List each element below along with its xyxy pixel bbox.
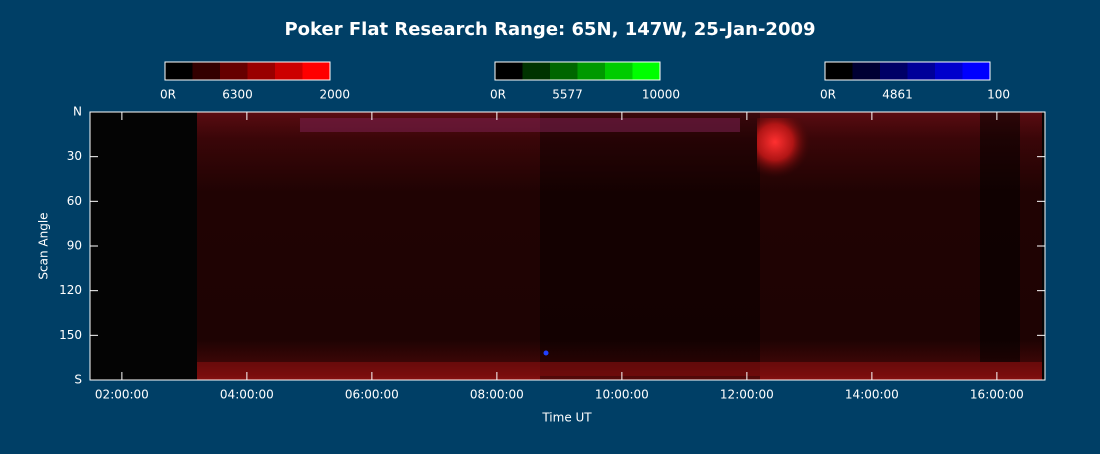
- colorbar-label: 6300: [222, 88, 253, 102]
- colorbar-label: 0R: [490, 88, 506, 102]
- colorbar-label: 5577: [552, 88, 583, 102]
- colorbar-segment: [192, 62, 221, 80]
- colorbar-frame: [494, 61, 661, 81]
- y-tick-label: S: [74, 373, 82, 387]
- x-tick-label: 14:00:00: [845, 388, 899, 402]
- colorbar-segment: [522, 62, 551, 80]
- colorbar-segment: [852, 62, 881, 80]
- chart-title: Poker Flat Research Range: 65N, 147W, 25…: [284, 19, 815, 40]
- colorbar-segment: [605, 62, 633, 80]
- y-tick-label: 120: [59, 283, 82, 297]
- x-tick-label: 12:00:00: [720, 388, 774, 402]
- colorbar-label: 4861: [882, 88, 913, 102]
- x-axis-label: Time UT: [541, 411, 592, 425]
- colorbar-segment: [962, 62, 991, 80]
- y-tick-label: 60: [67, 194, 82, 208]
- colorbar-segment: [550, 62, 578, 80]
- x-tick-label: 16:00:00: [970, 388, 1024, 402]
- keogram-image: [197, 112, 1042, 380]
- colorbar-segment: [577, 62, 606, 80]
- colorbar-segment: [825, 62, 853, 80]
- x-tick-label: 02:00:00: [95, 388, 149, 402]
- x-tick-label: 10:00:00: [595, 388, 649, 402]
- colorbar-segment: [220, 62, 248, 80]
- colorbar-label: 2000: [319, 88, 350, 102]
- colorbar-segment: [495, 62, 523, 80]
- y-tick-label: 150: [59, 328, 82, 342]
- x-tick-label: 08:00:00: [470, 388, 524, 402]
- colorbar-frame: [164, 61, 331, 81]
- y-tick-label: N: [73, 105, 82, 119]
- colorbar-segment: [275, 62, 303, 80]
- colorbar-segment: [302, 62, 331, 80]
- colorbar-segment: [247, 62, 276, 80]
- y-tick-label: 30: [67, 149, 82, 163]
- colorbar-segment: [935, 62, 963, 80]
- x-tick-label: 06:00:00: [345, 388, 399, 402]
- colorbar-segment: [880, 62, 908, 80]
- colorbar-label: 0R: [820, 88, 836, 102]
- colorbar-segment: [165, 62, 193, 80]
- y-tick-label: 90: [67, 239, 82, 253]
- colorbar-segment: [907, 62, 936, 80]
- colorbar-segment: [632, 62, 661, 80]
- y-axis-label: Scan Angle: [37, 212, 51, 279]
- colorbar-label: 10000: [642, 88, 680, 102]
- colorbar-label: 100: [987, 88, 1010, 102]
- colorbar-frame: [824, 61, 991, 81]
- x-tick-label: 04:00:00: [220, 388, 274, 402]
- colorbar-label: 0R: [160, 88, 176, 102]
